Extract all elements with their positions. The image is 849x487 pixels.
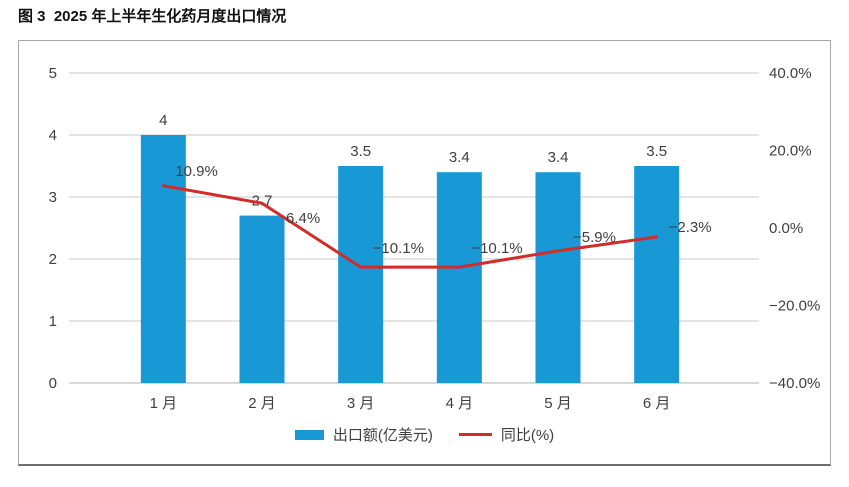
legend-item-export-value: 出口额(亿美元) [294,424,433,445]
bar-value-label-6: 3.5 [646,143,667,160]
right-axis-tick-2: 0.0% [769,220,803,237]
legend-bar-swatch [294,429,324,440]
right-axis-tick-1: 20.0% [769,143,812,160]
bar-1 [140,135,186,383]
legend-bar-label: 出口额(亿美元) [332,427,433,444]
bar-value-label-4: 3.4 [449,149,470,166]
bar-6 [634,166,680,383]
x-axis-label-6: 6 月 [643,395,671,412]
left-axis-tick-4: 4 [49,127,57,144]
bar-2 [239,215,285,383]
chart-panel: 0 1 2 3 4 5 40.0% 20.0% 0.0% −20.0% −40.0% 4 2.7 3.5 3… [18,40,831,466]
x-axis-label-3: 3 月 [347,395,375,412]
bar-value-label-3: 3.5 [350,143,371,160]
x-axis-label-2: 2 月 [248,395,276,412]
line-point-label-2: 6.4% [286,210,320,227]
x-axis-label-4: 4 月 [446,395,474,412]
bar-value-label-5: 3.4 [548,149,569,166]
left-axis-tick-2: 2 [49,251,57,268]
line-point-label-4: −10.1% [471,240,522,257]
figure-title: 图 3 2025 年上半年生化药月度出口情况 [18,8,287,25]
x-axis-label-1: 1 月 [150,395,178,412]
line-point-label-1: 10.9% [175,163,218,180]
bar-5 [535,172,581,383]
right-axis-tick-3: −20.0% [769,298,820,315]
legend: 出口额(亿美元) 同比(%) [19,424,830,445]
left-axis-tick-1: 1 [49,313,57,330]
bar-4 [436,172,482,383]
line-point-label-6: −2.3% [669,219,712,236]
legend-item-yoy: 同比(%) [458,424,555,445]
left-axis-tick-3: 3 [49,189,57,206]
right-axis-tick-4: −40.0% [769,375,820,392]
line-point-label-3: −10.1% [373,240,424,257]
legend-line-swatch [458,433,492,436]
right-axis-tick-0: 40.0% [769,65,812,82]
trend-line [161,184,659,269]
left-axis-tick-5: 5 [49,65,57,82]
legend-line-label: 同比(%) [500,427,555,444]
line-point-label-5: −5.9% [573,229,616,246]
left-axis-tick-0: 0 [49,375,57,392]
bar-value-label-1: 4 [159,112,167,129]
bar-3 [338,166,384,383]
x-axis-label-5: 5 月 [544,395,572,412]
